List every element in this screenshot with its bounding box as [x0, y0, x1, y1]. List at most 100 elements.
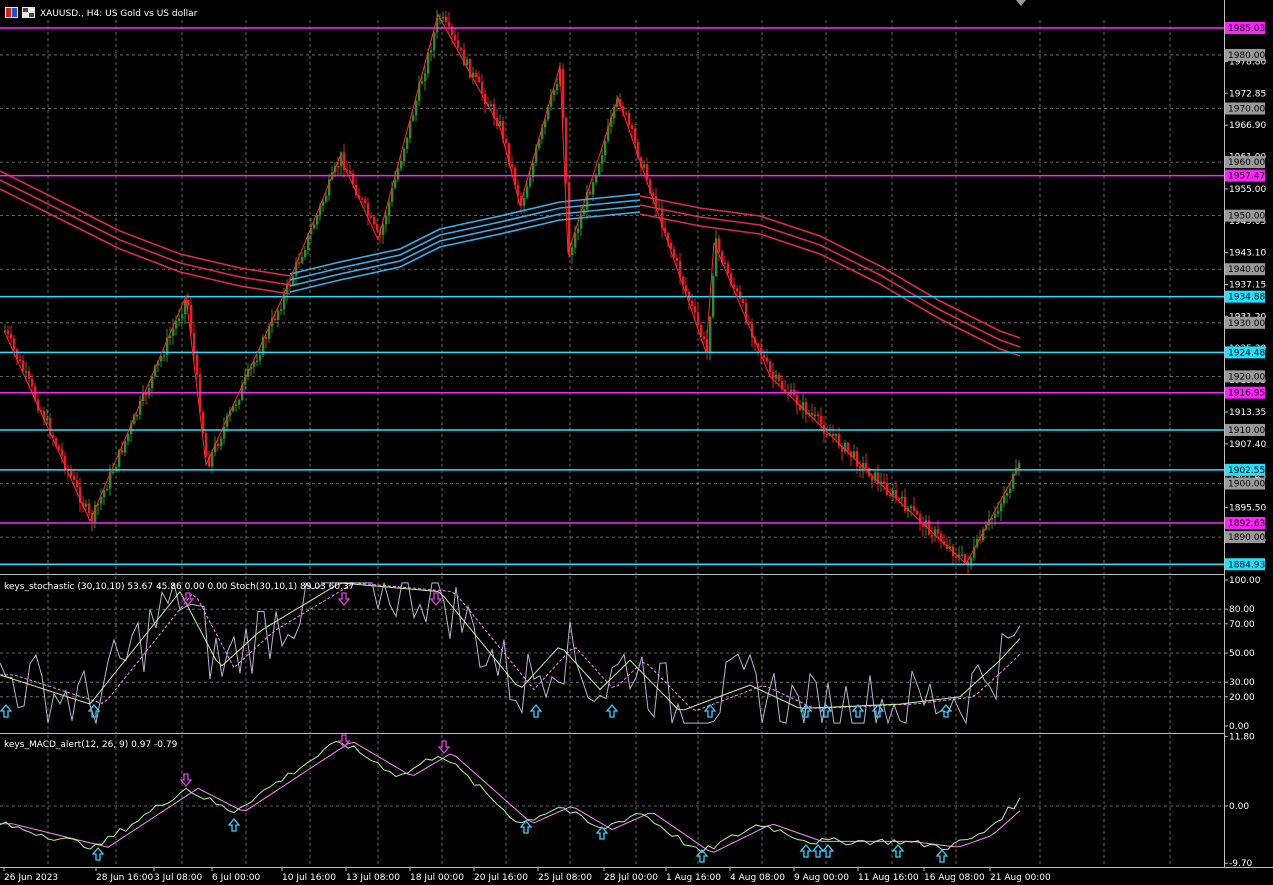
candle-body — [832, 433, 835, 437]
candle-body — [211, 452, 214, 467]
candle-body — [838, 434, 841, 447]
price-label: 1910.00 — [1228, 426, 1265, 436]
candle-body — [631, 125, 634, 129]
grid-lines — [0, 20, 1224, 867]
macd-up-arrow-icon — [91, 846, 105, 861]
candle-body — [745, 303, 748, 323]
candle-body — [223, 426, 226, 439]
candle-body — [994, 513, 997, 519]
candle-body — [1003, 495, 1006, 504]
price-label-box — [1225, 558, 1265, 571]
candle-body — [16, 349, 19, 360]
candle-body — [64, 455, 67, 470]
candle-body — [277, 310, 280, 321]
macd-signal-line — [0, 741, 1021, 853]
candle-body — [871, 476, 874, 481]
ma-red-line — [639, 204, 1021, 348]
time-tick-label: 3 Jul 08:00 — [154, 873, 203, 883]
stoch-signal-line — [0, 582, 1021, 712]
candle-body — [649, 179, 652, 193]
scroll-marker-icon[interactable] — [1016, 0, 1026, 6]
candle-body — [400, 160, 403, 169]
candle-body — [733, 284, 736, 289]
candle-body — [673, 249, 676, 258]
candle-body — [418, 83, 421, 101]
candle-body — [28, 371, 31, 379]
candle-body — [100, 497, 103, 504]
candle-body — [181, 314, 184, 319]
candle-body — [634, 128, 637, 143]
ma-red-line — [0, 170, 291, 277]
price-label-box — [1225, 531, 1265, 544]
price-label-box — [1225, 156, 1265, 169]
candle-body — [478, 76, 481, 82]
candle-body — [616, 99, 619, 107]
stochastic-title: keys_stochastic (30,10,10) 53.67 45.86 0… — [4, 582, 354, 592]
candle-body — [55, 438, 58, 446]
candle-body — [919, 514, 922, 523]
candle-body — [214, 443, 217, 453]
price-label: 1934.88 — [1228, 293, 1265, 303]
candle-body — [463, 49, 466, 65]
candle-body — [937, 529, 940, 534]
candle-body — [730, 273, 733, 285]
stoch-up-arrow-icon — [799, 703, 813, 718]
horizontal-levels[interactable] — [0, 27, 1224, 565]
candle-body — [637, 142, 640, 158]
candle-body — [517, 185, 520, 196]
candle-body — [412, 115, 415, 121]
candle-body — [193, 333, 196, 355]
candle-body — [169, 335, 172, 338]
candle-body — [913, 506, 916, 511]
candle-body — [853, 451, 856, 457]
candle-body — [619, 99, 622, 106]
candle-body — [283, 294, 286, 310]
price-label-box — [1225, 477, 1265, 490]
candle-body — [250, 366, 253, 369]
candle-body — [259, 354, 262, 361]
candle-body — [655, 196, 658, 209]
price-label-box — [1225, 22, 1265, 34]
candle-body — [10, 334, 13, 339]
candle-body — [166, 337, 169, 356]
candle-body — [499, 121, 502, 127]
candle-body — [406, 138, 409, 150]
candle-body — [172, 328, 175, 336]
candle-body — [691, 301, 694, 307]
candle-body — [130, 423, 133, 435]
candle-body — [709, 316, 712, 352]
zigzag-path — [3, 13, 1021, 565]
ma-blue-line — [289, 199, 641, 281]
candle-body — [484, 93, 487, 105]
candle-body — [736, 288, 739, 292]
candle-body — [556, 84, 559, 91]
ma-red-line — [639, 213, 1021, 357]
candle-body — [772, 372, 775, 379]
stochastic-panel — [0, 581, 1021, 726]
price-candles — [4, 9, 1021, 574]
candle-body — [472, 72, 475, 78]
price-label: 1900.00 — [1228, 480, 1265, 490]
stoch-raw-line — [0, 581, 1021, 726]
trade-panel-icon[interactable] — [5, 7, 35, 18]
price-tick-label: 1972.85 — [1229, 89, 1266, 99]
candle-body — [442, 16, 445, 19]
candle-body — [157, 361, 160, 366]
price-label-box — [1225, 517, 1265, 529]
candle-body — [256, 360, 259, 363]
candle-body — [526, 186, 529, 198]
candle-body — [208, 456, 211, 467]
candle-body — [757, 343, 760, 348]
candle-body — [574, 232, 577, 248]
candle-body — [454, 35, 457, 41]
candle-body — [640, 157, 643, 168]
candle-body — [1009, 488, 1012, 494]
candle-body — [835, 434, 838, 437]
candle-body — [862, 462, 865, 469]
candle-body — [844, 442, 847, 452]
candle-body — [886, 483, 889, 495]
stoch-up-arrow-icon — [703, 703, 717, 718]
price-label: 1890.00 — [1228, 533, 1265, 543]
candle-body — [511, 164, 514, 168]
